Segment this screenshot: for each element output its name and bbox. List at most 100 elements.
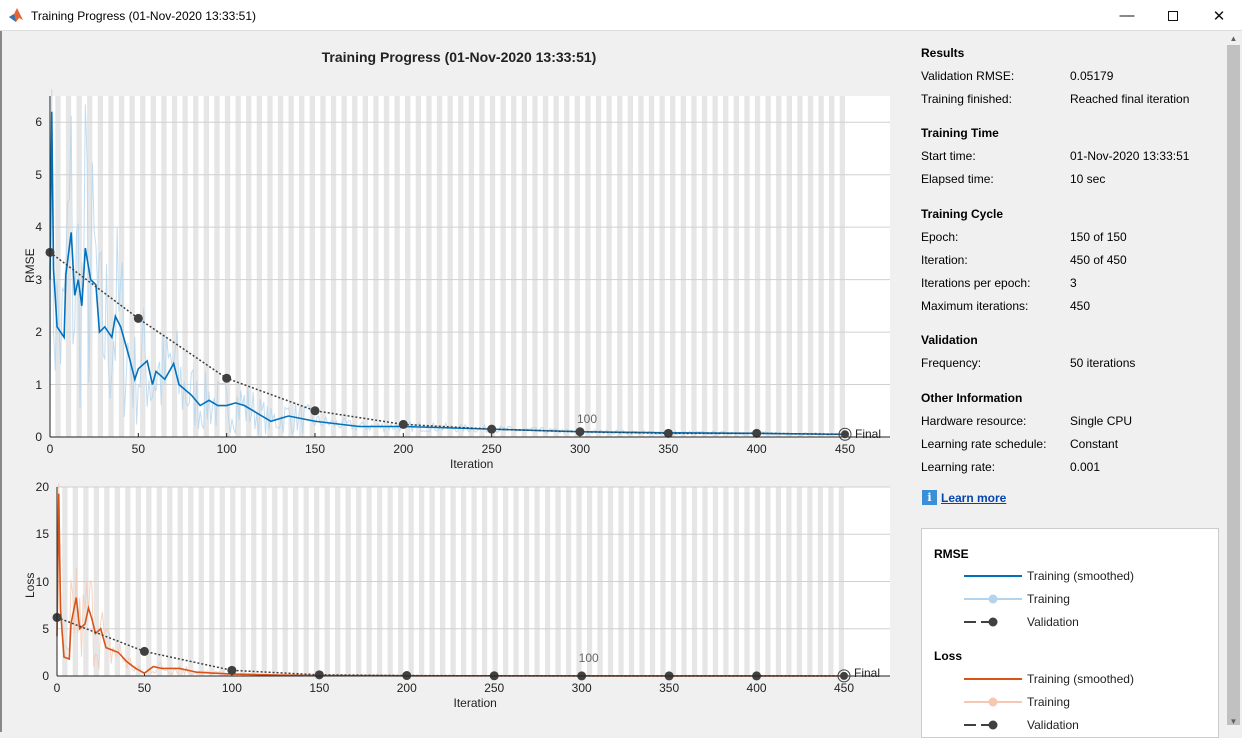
validation-point bbox=[398, 419, 408, 429]
epoch-stripe bbox=[532, 96, 538, 437]
epoch-stripe bbox=[468, 96, 474, 437]
scroll-up-icon[interactable]: ▲ bbox=[1229, 34, 1238, 43]
info-value: Reached final iteration bbox=[1070, 92, 1190, 106]
x-tick-label: 50 bbox=[131, 442, 146, 456]
y-axis-label: Loss bbox=[23, 572, 37, 598]
epoch-stripe bbox=[691, 96, 697, 437]
x-tick-label: 100 bbox=[221, 681, 242, 695]
training-smoothed-line bbox=[56, 493, 845, 677]
info-label: Training finished: bbox=[921, 92, 1012, 106]
epoch-stripe bbox=[701, 96, 708, 437]
epoch-stripe bbox=[171, 96, 178, 437]
learn-more-link[interactable]: Learn more bbox=[941, 490, 1007, 505]
info-label: Validation RMSE: bbox=[921, 69, 1015, 83]
epoch-stripe bbox=[277, 96, 284, 437]
y-tick-label: 1 bbox=[35, 377, 42, 392]
x-tick-label: 0 bbox=[46, 442, 54, 456]
info-label: Elapsed time: bbox=[921, 172, 994, 186]
epoch-stripe bbox=[744, 96, 750, 437]
info-value: 450 of 450 bbox=[1070, 253, 1127, 267]
epoch-stripe bbox=[458, 96, 464, 437]
legend-rmse-smoothed-swatch bbox=[964, 575, 1022, 577]
plots-area bbox=[45, 89, 890, 683]
x-tick-label: 400 bbox=[746, 442, 767, 456]
validation-point bbox=[139, 646, 149, 656]
epoch-stripe bbox=[542, 96, 549, 437]
window-title: Training Progress (01-Nov-2020 13:33:51) bbox=[31, 9, 257, 23]
x-tick-label: 50 bbox=[137, 681, 152, 695]
x-axis-label: Iteration bbox=[453, 696, 497, 710]
epoch-label: 100 bbox=[578, 651, 599, 665]
epoch-stripe bbox=[553, 96, 559, 437]
epoch-stripe bbox=[776, 96, 782, 437]
y-tick-label: 5 bbox=[35, 167, 42, 182]
epoch-stripe bbox=[256, 96, 262, 437]
info-label: Learning rate: bbox=[921, 460, 996, 474]
learn-more[interactable]: i Learn more bbox=[922, 490, 1006, 505]
y-tick-label: 0 bbox=[42, 669, 49, 683]
epoch-stripe bbox=[299, 96, 305, 437]
validation-point bbox=[575, 427, 585, 437]
close-button[interactable]: ✕ bbox=[1196, 0, 1242, 31]
epoch-stripe bbox=[648, 96, 655, 437]
validation-line bbox=[49, 251, 846, 436]
y-tick-label: 20 bbox=[35, 480, 49, 494]
training-smoothed-line bbox=[49, 111, 846, 436]
info-value: 450 bbox=[1070, 299, 1091, 313]
maximize-icon bbox=[1168, 10, 1178, 21]
y-tick-label: 2 bbox=[35, 325, 42, 340]
legend-item: Validation bbox=[1027, 615, 1079, 629]
y-tick-label: 0 bbox=[35, 430, 42, 444]
epoch-stripe bbox=[564, 96, 570, 437]
y-tick-label: 10 bbox=[35, 574, 49, 589]
final-marker bbox=[841, 430, 849, 439]
epoch-stripe bbox=[309, 96, 315, 437]
epoch-stripe bbox=[712, 96, 718, 437]
legend-item: Training bbox=[1027, 695, 1070, 709]
x-tick-label: 150 bbox=[309, 681, 330, 695]
epoch-stripe bbox=[193, 96, 199, 437]
epoch-stripe bbox=[638, 96, 644, 437]
epoch-stripe bbox=[723, 96, 729, 437]
y-tick-label: 15 bbox=[35, 527, 49, 542]
minimize-button[interactable]: — bbox=[1104, 0, 1150, 31]
legend-loss-smoothed-swatch bbox=[964, 678, 1022, 680]
legend-rmse-training-swatch bbox=[964, 594, 1022, 604]
x-tick-label: 100 bbox=[216, 442, 237, 456]
info-value: 0.05179 bbox=[1070, 69, 1114, 83]
legend-loss-training-swatch bbox=[964, 697, 1022, 707]
info-label: Start time: bbox=[921, 149, 976, 163]
x-tick-label: 300 bbox=[569, 442, 591, 456]
epoch-stripe bbox=[97, 96, 103, 437]
x-tick-label: 0 bbox=[53, 681, 61, 695]
x-tick-label: 200 bbox=[393, 442, 414, 456]
y-axis-label: RMSE bbox=[23, 247, 37, 283]
window-edge bbox=[0, 31, 2, 732]
epoch-stripe bbox=[118, 96, 125, 437]
x-tick-label: 250 bbox=[481, 442, 502, 456]
scrollbar-thumb[interactable] bbox=[1227, 45, 1240, 725]
epoch-stripe bbox=[797, 96, 803, 437]
y-tick-label: 3 bbox=[35, 272, 42, 287]
scroll-down-icon[interactable]: ▼ bbox=[1229, 717, 1238, 726]
final-marker-ring bbox=[838, 427, 852, 441]
maximize-button[interactable] bbox=[1150, 0, 1196, 31]
info-label: Iteration: bbox=[921, 253, 968, 267]
validation-point bbox=[487, 424, 497, 434]
epoch-stripe bbox=[500, 96, 506, 437]
training-time-heading: Training Time bbox=[921, 126, 999, 140]
info-value: 150 of 150 bbox=[1070, 230, 1127, 244]
epoch-stripe bbox=[140, 96, 146, 437]
info-label: Frequency: bbox=[921, 356, 982, 370]
scrollbar[interactable]: ▲ ▼ bbox=[1225, 31, 1242, 732]
epoch-stripe bbox=[108, 96, 114, 437]
epoch-stripe bbox=[606, 96, 612, 437]
epoch-stripe bbox=[489, 96, 496, 437]
x-tick-label: 350 bbox=[659, 681, 680, 695]
epoch-stripe bbox=[288, 96, 294, 437]
epoch-stripe bbox=[235, 96, 241, 437]
epoch-stripe bbox=[203, 96, 209, 437]
info-label: Hardware resource: bbox=[921, 414, 1027, 428]
info-value: 0.001 bbox=[1070, 460, 1101, 474]
epoch-stripe bbox=[161, 96, 167, 437]
